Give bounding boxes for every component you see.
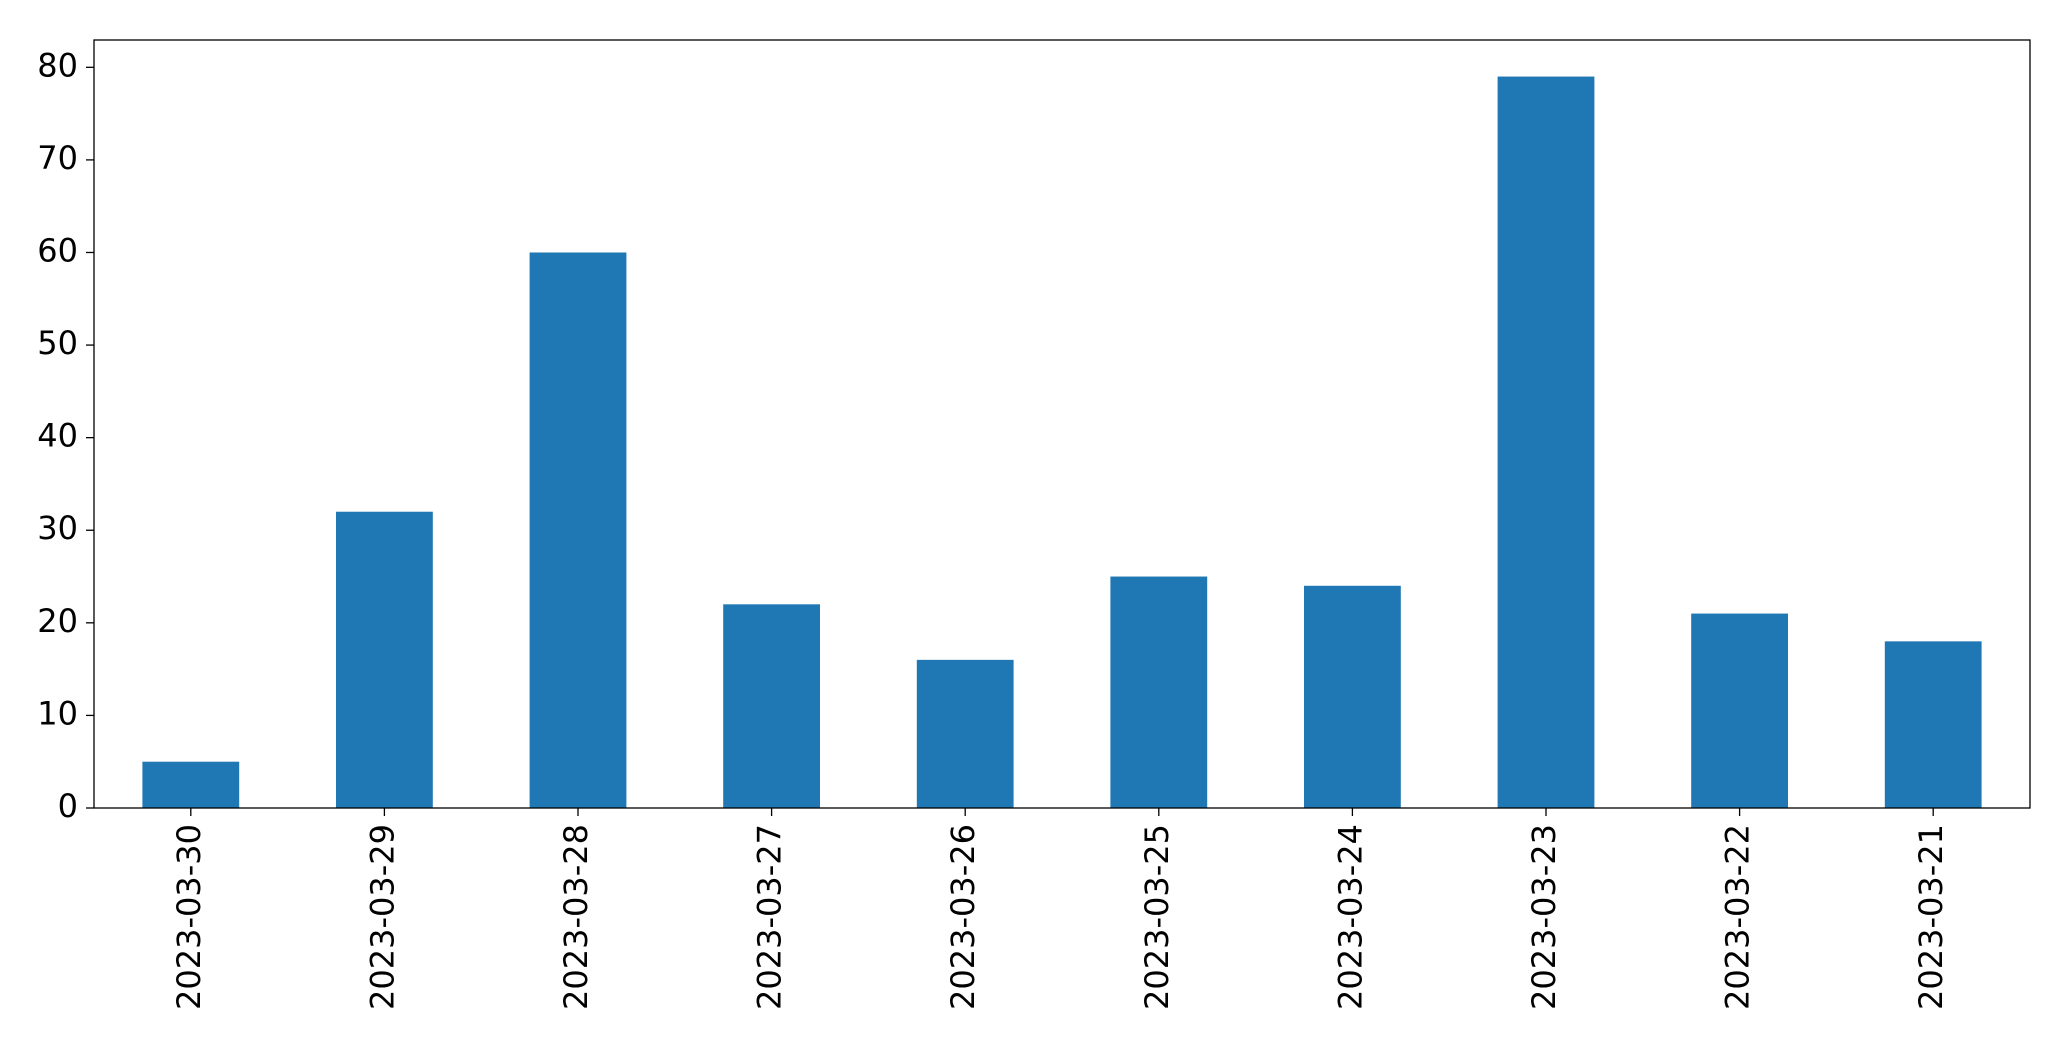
- bar: [916, 659, 1014, 808]
- bar: [336, 511, 433, 808]
- y-tick-label: 40: [37, 417, 78, 455]
- x-tick-label: 2023-03-27: [751, 824, 789, 1010]
- x-tick-label: 2023-03-28: [557, 824, 595, 1010]
- y-tick-label: 60: [37, 231, 78, 269]
- x-tick-label: 2023-03-24: [1331, 824, 1369, 1010]
- y-tick-label: 0: [58, 787, 78, 825]
- bar: [1691, 613, 1788, 808]
- y-tick-label: 70: [37, 139, 78, 177]
- bar: [723, 604, 820, 808]
- bar: [1497, 76, 1595, 809]
- x-tick-label: 2023-03-22: [1719, 824, 1757, 1010]
- x-tick-label: 2023-03-26: [944, 824, 982, 1010]
- x-tick-label: 2023-03-25: [1138, 824, 1176, 1010]
- y-tick-label: 10: [37, 694, 78, 732]
- axes-frame: [93, 39, 2031, 809]
- bar: [142, 761, 240, 808]
- x-tick-label: 2023-03-30: [170, 824, 208, 1010]
- x-tick-label: 2023-03-29: [363, 824, 401, 1010]
- y-tick-label: 30: [37, 509, 78, 547]
- bar: [1884, 641, 1982, 808]
- bar: [1110, 576, 1208, 808]
- bar: [1304, 585, 1401, 808]
- y-tick-label: 20: [37, 602, 78, 640]
- bar: [529, 252, 627, 809]
- y-tick-label: 80: [37, 46, 78, 84]
- y-tick-label: 50: [37, 324, 78, 362]
- x-tick-label: 2023-03-23: [1525, 824, 1563, 1010]
- x-tick-label: 2023-03-21: [1912, 824, 1950, 1010]
